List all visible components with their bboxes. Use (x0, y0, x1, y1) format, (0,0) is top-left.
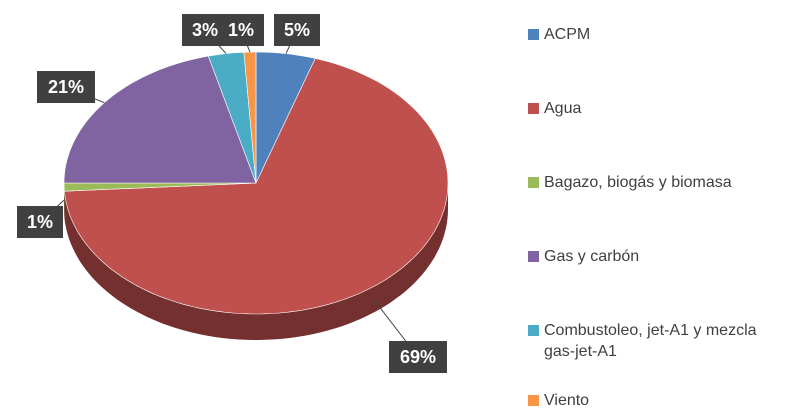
legend-swatch (528, 29, 539, 40)
legend-label: Agua (544, 100, 582, 117)
pie-slice (64, 58, 449, 315)
legend-item: Combustoleo, jet-A1 y mezcla gas-jet-A1 (528, 320, 759, 362)
data-label: 3% (192, 20, 218, 40)
data-label: 21% (48, 77, 84, 97)
label-box (389, 341, 447, 373)
legend-label: Combustoleo, jet-A1 y mezcla gas-jet-A1 (544, 322, 757, 360)
pie-side (64, 183, 449, 340)
legend-swatch (528, 103, 539, 114)
label-box (37, 71, 95, 103)
data-label: 1% (27, 212, 53, 232)
legend-swatch (528, 177, 539, 188)
pie-slice (255, 51, 316, 184)
pie-area: 5% 69% 1% 21% 3% 1% (17, 14, 449, 373)
legend-label: Gas y carbón (544, 248, 640, 265)
data-label: 5% (284, 20, 310, 40)
label-box (218, 14, 264, 46)
legend-label: Viento (544, 392, 590, 409)
legend-swatch (528, 251, 539, 262)
data-label: 69% (400, 347, 436, 367)
legend-item: Viento (528, 390, 589, 411)
data-label: 1% (228, 20, 254, 40)
label-box (17, 206, 63, 238)
legend-item: Bagazo, biogás y biomasa (528, 172, 732, 193)
legend-swatch (528, 325, 539, 336)
legend-swatch (528, 395, 539, 406)
legend-item: ACPM (528, 24, 590, 45)
legend-item: Gas y carbón (528, 246, 639, 267)
label-box (274, 14, 320, 46)
legend-label: ACPM (544, 26, 591, 43)
legend-item: Agua (528, 98, 581, 119)
legend-label: Bagazo, biogás y biomasa (544, 174, 732, 191)
